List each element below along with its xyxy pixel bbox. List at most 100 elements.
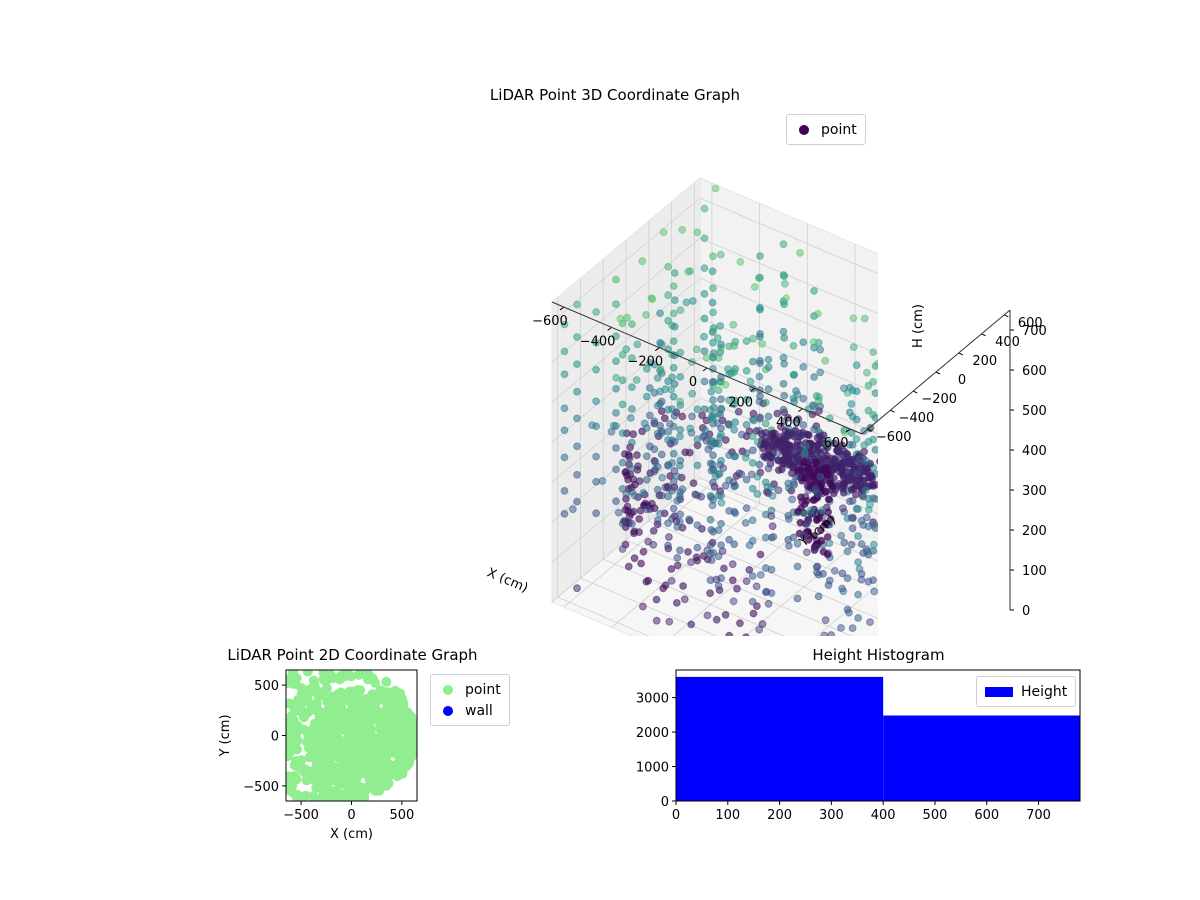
point-3d (612, 422, 620, 431)
point-3d (877, 459, 878, 464)
point-2d (296, 755, 307, 766)
point-3d (628, 320, 636, 329)
point-3d (909, 510, 916, 517)
point-3d (938, 540, 945, 547)
histogram-title: Height Histogram (812, 646, 945, 664)
point-3d (669, 449, 678, 458)
point-3d (651, 458, 660, 467)
x-tick-label: 0 (347, 808, 355, 823)
point-3d (742, 504, 751, 513)
point-3d (866, 618, 874, 626)
point-3d (830, 439, 839, 448)
point-3d (990, 562, 997, 569)
point-3d (852, 361, 861, 370)
point-3d (938, 556, 945, 563)
point-3d (916, 477, 923, 484)
point-3d (919, 520, 926, 527)
point-3d (762, 587, 771, 596)
point-3d (950, 470, 957, 477)
point-3d (793, 562, 802, 571)
point-3d (823, 439, 831, 448)
point-3d (934, 538, 941, 545)
point-3d (758, 339, 766, 348)
point-3d (863, 368, 871, 377)
point-3d (956, 503, 963, 510)
point-3d (753, 438, 762, 446)
point-2d (286, 785, 295, 795)
point-3d (891, 506, 898, 513)
point-3d (909, 482, 916, 489)
point-3d (956, 472, 963, 479)
point-3d (632, 376, 641, 384)
point-3d (937, 556, 944, 563)
point-3d (854, 614, 862, 622)
point-3d (864, 577, 873, 586)
point-3d (649, 540, 658, 549)
point-3d (650, 417, 659, 426)
point-3d (899, 542, 906, 549)
point-2d (338, 769, 349, 780)
point-3d (676, 426, 685, 434)
y-tick-label: −400 (899, 411, 935, 426)
point-3d (692, 345, 701, 354)
point-3d (628, 383, 636, 392)
point-3d (709, 414, 718, 423)
point-3d (701, 426, 709, 435)
point-3d (700, 405, 709, 414)
point-3d (893, 487, 900, 494)
point-3d (779, 380, 788, 388)
point-2d (296, 689, 307, 700)
point-3d (709, 451, 717, 460)
point-3d (764, 464, 773, 473)
point-3d (630, 554, 639, 563)
point-3d (934, 497, 941, 504)
point-3d (711, 184, 720, 193)
point-3d (657, 427, 666, 435)
point-2d (321, 683, 332, 694)
point-3d (612, 409, 620, 417)
point-3d (809, 496, 818, 505)
point-3d (938, 561, 945, 568)
point-3d (796, 249, 804, 257)
point-3d (882, 395, 889, 402)
point-2d (342, 714, 353, 725)
point-2d (372, 743, 383, 754)
x-tick (559, 306, 565, 311)
point-3d (642, 475, 651, 484)
point-3d (717, 498, 726, 507)
point-3d (802, 548, 811, 557)
point-3d (937, 576, 944, 583)
point-3d (773, 449, 782, 458)
point-3d (880, 340, 887, 347)
point-3d (689, 297, 697, 305)
point-3d (990, 442, 997, 449)
point-3d (745, 541, 754, 550)
point-3d (942, 560, 949, 567)
point-3d (648, 295, 657, 304)
point-3d (687, 620, 696, 629)
point-3d (845, 608, 853, 617)
point-3d (882, 483, 889, 490)
point-3d (670, 437, 679, 446)
x-tick-label: 0 (672, 808, 680, 823)
point-2d (302, 670, 313, 677)
point-3d (909, 594, 916, 601)
point-3d (758, 620, 767, 628)
point-3d (560, 347, 569, 356)
point-3d (779, 327, 788, 336)
point-3d (745, 566, 754, 574)
point-3d (656, 399, 664, 408)
point-3d (747, 470, 756, 479)
point-3d (721, 611, 730, 619)
point-3d (669, 504, 678, 513)
point-3d (874, 359, 878, 368)
point-3d (904, 326, 911, 333)
point-3d (844, 458, 852, 467)
point-2d (286, 728, 296, 739)
point-3d (800, 531, 809, 540)
point-3d (802, 496, 811, 505)
point-3d (560, 370, 569, 379)
point-3d (869, 348, 878, 357)
point-3d (909, 466, 916, 473)
point-3d (936, 597, 943, 604)
